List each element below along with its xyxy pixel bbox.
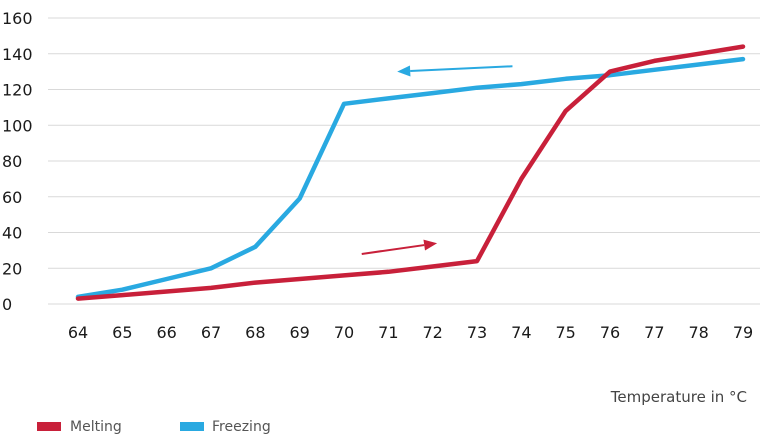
x-tick-label-79: 79 xyxy=(733,323,753,342)
legend-swatch-freezing xyxy=(180,422,204,431)
direction-arrows xyxy=(361,65,513,255)
arrow-melting-right xyxy=(361,239,438,255)
x-tick-label-78: 78 xyxy=(688,323,708,342)
grid-lines xyxy=(48,17,760,305)
legend-swatch-melting xyxy=(37,422,61,431)
x-tick-label-71: 71 xyxy=(378,323,398,342)
y-tick-label-160: 160 xyxy=(2,9,33,28)
y-tick-label-0: 0 xyxy=(2,295,12,314)
y-tick-label-100: 100 xyxy=(2,116,33,135)
x-tick-label-66: 66 xyxy=(156,323,176,342)
x-axis-label: Temperature in °C xyxy=(610,388,747,406)
x-axis-ticks: 64 65 66 67 68 69 70 71 72 73 74 75 76 77 78 79 xyxy=(68,323,753,342)
y-tick-label-120: 120 xyxy=(2,81,33,100)
x-tick-label-74: 74 xyxy=(511,323,531,342)
series-line-melting xyxy=(75,44,746,301)
x-tick-label-72: 72 xyxy=(422,323,442,342)
x-tick-label-70: 70 xyxy=(334,323,354,342)
legend-label-freezing: Freezing xyxy=(212,419,271,435)
x-tick-label-77: 77 xyxy=(644,323,664,342)
x-tick-label-73: 73 xyxy=(467,323,487,342)
x-tick-label-67: 67 xyxy=(201,323,221,342)
arrow-freezing-left xyxy=(397,65,513,77)
x-tick-label-75: 75 xyxy=(555,323,575,342)
x-tick-label-76: 76 xyxy=(600,323,620,342)
series-lines xyxy=(75,44,746,301)
series-line-freezing xyxy=(75,56,746,300)
y-axis-ticks: 0 20 40 60 80 100 120 140 160 xyxy=(2,9,33,314)
x-tick-label-64: 64 xyxy=(68,323,88,342)
x-tick-label-68: 68 xyxy=(245,323,265,342)
legend: Melting Freezing xyxy=(37,419,271,435)
y-tick-label-20: 20 xyxy=(2,259,22,278)
y-tick-label-60: 60 xyxy=(2,188,22,207)
legend-label-melting: Melting xyxy=(70,419,122,435)
x-tick-label-65: 65 xyxy=(112,323,132,342)
y-tick-label-140: 140 xyxy=(2,45,33,64)
y-tick-label-40: 40 xyxy=(2,224,22,243)
x-tick-label-69: 69 xyxy=(289,323,309,342)
y-tick-label-80: 80 xyxy=(2,152,22,171)
